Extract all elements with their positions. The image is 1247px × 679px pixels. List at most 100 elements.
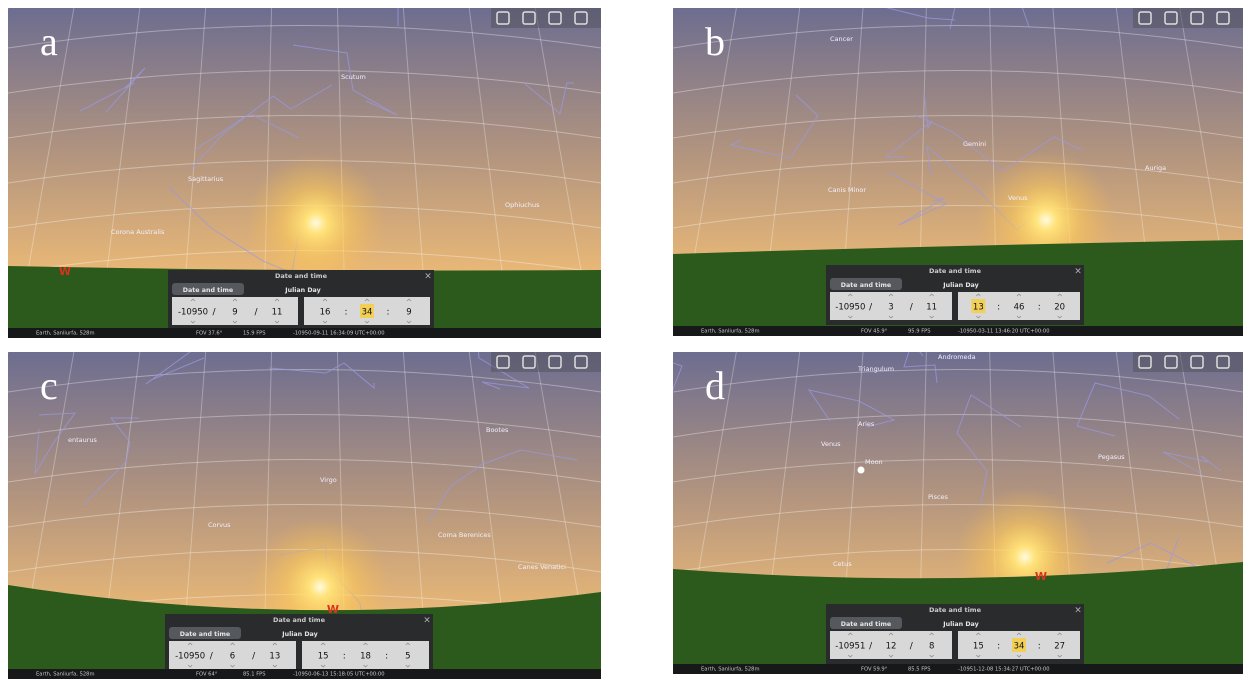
date-field[interactable]: 12 — [886, 642, 897, 652]
separator: : — [1038, 303, 1041, 313]
date-field[interactable]: 9 — [232, 308, 237, 318]
tab[interactable]: Julian Day — [942, 621, 978, 628]
tab-active — [830, 278, 902, 290]
constellation-line — [884, 91, 933, 158]
status-fov: FOV 59.9° — [861, 667, 888, 673]
screenshot-panel: Cancer Gemini Canis Minor Auriga Venus b Date … — [673, 8, 1243, 336]
constellation-line — [524, 82, 574, 115]
toolbar-icon[interactable] — [522, 11, 536, 25]
grid-line — [8, 8, 9, 11]
spin-arrow — [232, 298, 238, 324]
panel-letter: d — [705, 363, 725, 408]
grid-line — [673, 352, 674, 355]
grid-line — [8, 352, 9, 355]
spin-arrow — [1057, 293, 1062, 319]
date-field[interactable]: 8 — [929, 642, 934, 652]
tab[interactable]: Date and time — [180, 631, 230, 638]
grid-line — [600, 8, 601, 11]
time-field[interactable]: 46 — [1014, 303, 1025, 313]
constellation-line — [79, 67, 146, 113]
grid-line — [673, 205, 1243, 229]
date-field[interactable]: 3 — [888, 303, 893, 313]
status-bar — [673, 664, 1243, 674]
date-field[interactable]: 13 — [269, 652, 280, 662]
constellation-line — [956, 394, 1022, 505]
time-field[interactable]: 15 — [973, 642, 984, 652]
toolbar-icon[interactable] — [1164, 11, 1178, 25]
toolbar-icon[interactable] — [496, 11, 510, 25]
date-field[interactable]: -10950 — [175, 652, 205, 662]
toolbar-icon[interactable] — [1138, 11, 1152, 25]
spin-arrow — [322, 298, 328, 324]
grid-line — [673, 459, 1243, 483]
separator: / — [910, 642, 914, 652]
status-datetime: -10950-09-11 16:34:09 UTC+00:00 — [293, 331, 385, 337]
constellation-line — [292, 44, 398, 116]
tab[interactable]: Date and time — [183, 287, 233, 294]
toolbar-icon[interactable] — [496, 355, 510, 369]
separator: / — [210, 652, 214, 662]
grid-line — [8, 414, 601, 438]
tab[interactable]: Julian Day — [281, 631, 317, 638]
time-field[interactable]: 34 — [1014, 642, 1025, 652]
time-field[interactable]: 34 — [362, 308, 373, 318]
toolbar-icon[interactable] — [1190, 355, 1204, 369]
constellation-line — [427, 449, 578, 523]
status-fov: FOV 64° — [196, 672, 218, 678]
date-box — [830, 631, 952, 659]
toolbar — [1133, 8, 1243, 28]
date-field[interactable]: 11 — [272, 308, 283, 318]
time-field[interactable]: 5 — [405, 652, 410, 662]
toolbar-icon[interactable] — [548, 11, 562, 25]
tab-active — [169, 627, 241, 639]
dialog-close[interactable]: × — [423, 616, 431, 626]
toolbar-icon[interactable] — [1216, 355, 1230, 369]
time-field[interactable]: 16 — [320, 308, 331, 318]
toolbar-icon[interactable] — [574, 11, 588, 25]
tab[interactable]: Julian Day — [942, 282, 978, 289]
panel-letter: b — [705, 19, 725, 64]
constellation-label: Bootes — [486, 426, 509, 434]
date-field[interactable]: -10950 — [835, 303, 865, 313]
time-field[interactable]: 13 — [973, 303, 984, 313]
toolbar-icon[interactable] — [548, 355, 562, 369]
time-field[interactable]: 18 — [360, 652, 371, 662]
toolbar-icon[interactable] — [522, 355, 536, 369]
date-field[interactable]: -10950 — [178, 308, 208, 318]
constellation-line — [885, 8, 956, 21]
date-field[interactable]: 11 — [926, 303, 937, 313]
status-bar — [8, 669, 601, 679]
spin-arrow — [976, 632, 981, 658]
time-field[interactable]: 15 — [318, 652, 329, 662]
time-field[interactable]: 9 — [406, 308, 411, 318]
constellation-label: Scutum — [341, 73, 366, 81]
date-field[interactable]: -10951 — [835, 642, 865, 652]
constellation-line — [729, 94, 819, 159]
toolbar-icon[interactable] — [1216, 11, 1230, 25]
separator: / — [252, 652, 256, 662]
dialog-close[interactable]: × — [1074, 606, 1082, 616]
screenshot-panel: Scutum Sagittarius Corona Australis Ophiuch… — [8, 8, 601, 338]
status-fps: 85.1 FPS — [243, 672, 266, 678]
spin-arrow — [320, 642, 326, 668]
tab-active — [830, 617, 902, 629]
dialog-close[interactable]: × — [424, 272, 432, 282]
spin-arrow — [406, 298, 412, 324]
tab[interactable]: Date and time — [841, 282, 891, 289]
toolbar-icon[interactable] — [574, 355, 588, 369]
status-fps: 95.9 FPS — [908, 329, 931, 335]
time-field[interactable]: 20 — [1054, 303, 1065, 313]
spin-arrow — [976, 293, 981, 319]
dialog-close[interactable]: × — [1074, 267, 1082, 277]
tab[interactable]: Date and time — [841, 621, 891, 628]
toolbar-icon[interactable] — [1190, 11, 1204, 25]
tab[interactable]: Julian Day — [284, 287, 320, 294]
toolbar-icon[interactable] — [1164, 355, 1178, 369]
toolbar-icon[interactable] — [1138, 355, 1152, 369]
date-field[interactable]: 6 — [230, 652, 235, 662]
time-field[interactable]: 27 — [1054, 642, 1065, 652]
status-location: Earth, Sanliurfa, 528m — [36, 331, 95, 337]
sun — [246, 153, 386, 293]
screenshot-panel: Andromeda Triangulum Aries Venus Moon Pisces P… — [673, 352, 1243, 674]
separator: / — [212, 308, 216, 318]
